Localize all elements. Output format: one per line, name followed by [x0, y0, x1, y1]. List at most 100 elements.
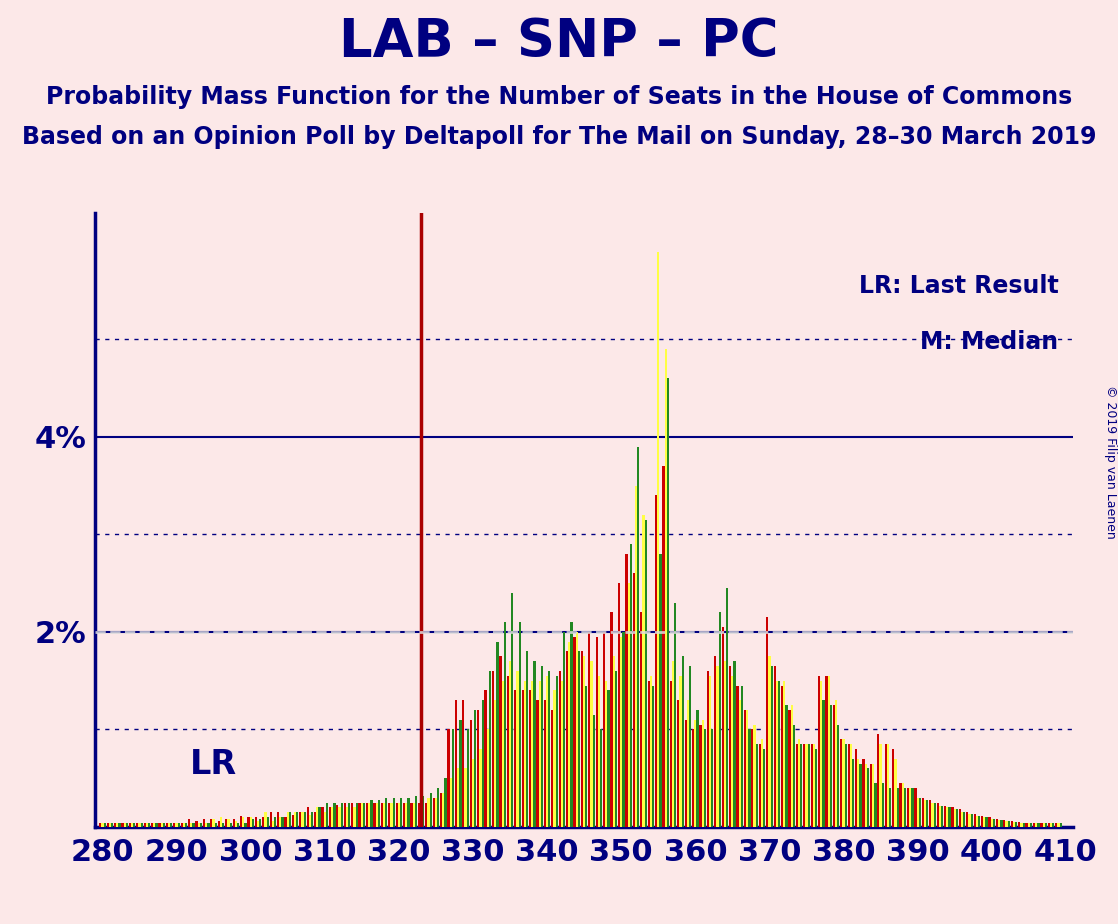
Bar — [570, 622, 572, 827]
Bar — [325, 803, 328, 827]
Bar — [866, 769, 869, 827]
Bar — [420, 803, 423, 827]
Bar — [585, 686, 587, 827]
Bar — [210, 820, 212, 827]
Bar — [413, 803, 415, 827]
Bar — [1023, 823, 1025, 827]
Bar — [615, 671, 617, 827]
Bar — [225, 820, 227, 827]
Bar — [864, 763, 866, 827]
Bar — [825, 675, 827, 827]
Bar — [314, 812, 316, 827]
Bar — [902, 784, 904, 827]
Bar — [1038, 823, 1040, 827]
Bar — [1015, 822, 1017, 827]
Bar — [205, 823, 207, 827]
Bar — [300, 812, 302, 827]
Bar — [593, 715, 595, 827]
Bar — [1058, 823, 1060, 827]
Bar — [143, 823, 145, 827]
Bar — [170, 823, 172, 827]
Bar — [511, 593, 513, 827]
Bar — [961, 812, 964, 827]
Bar — [280, 817, 282, 827]
Bar — [415, 796, 417, 827]
Bar — [1042, 823, 1044, 827]
Bar — [392, 797, 395, 827]
Bar — [274, 817, 276, 827]
Bar — [818, 675, 821, 827]
Bar — [218, 821, 220, 827]
Bar — [917, 797, 919, 827]
Bar — [237, 823, 239, 827]
Bar — [466, 729, 468, 827]
Bar — [956, 809, 958, 827]
Bar — [588, 632, 590, 827]
Bar — [874, 784, 877, 827]
Bar — [504, 622, 506, 827]
Bar — [581, 651, 584, 827]
Bar — [459, 720, 462, 827]
Bar — [402, 803, 405, 827]
Bar — [282, 817, 284, 827]
Bar — [531, 681, 533, 827]
Bar — [625, 553, 627, 827]
Text: Probability Mass Function for the Number of Seats in the House of Commons: Probability Mass Function for the Number… — [46, 85, 1072, 109]
Bar — [650, 675, 652, 827]
Bar — [741, 686, 743, 827]
Bar — [102, 823, 104, 827]
Bar — [264, 812, 266, 827]
Bar — [388, 803, 390, 827]
Bar — [222, 823, 225, 827]
Bar — [1060, 823, 1062, 827]
Bar — [188, 820, 190, 827]
Bar — [815, 749, 817, 827]
Bar — [386, 797, 388, 827]
Bar — [343, 803, 345, 827]
Bar — [647, 681, 650, 827]
Bar — [543, 700, 546, 827]
Bar — [563, 632, 566, 827]
Bar — [119, 823, 121, 827]
Bar — [878, 735, 880, 827]
Bar — [618, 583, 620, 827]
Bar — [398, 803, 400, 827]
Bar — [151, 823, 153, 827]
Bar — [302, 812, 304, 827]
Bar — [496, 641, 499, 827]
Bar — [805, 744, 807, 827]
Bar — [407, 797, 409, 827]
Bar — [141, 823, 143, 827]
Bar — [190, 823, 192, 827]
Bar — [443, 793, 445, 827]
Bar — [111, 823, 113, 827]
Bar — [860, 763, 862, 827]
Bar — [904, 788, 907, 827]
Bar — [319, 808, 321, 827]
Bar — [748, 729, 750, 827]
Bar — [517, 671, 519, 827]
Bar — [929, 799, 931, 827]
Bar — [452, 729, 454, 827]
Bar — [163, 823, 165, 827]
Bar — [951, 808, 954, 827]
Bar — [331, 808, 333, 827]
Bar — [764, 749, 766, 827]
Bar — [129, 823, 131, 827]
Bar — [941, 806, 944, 827]
Bar — [405, 803, 407, 827]
Bar — [584, 656, 585, 827]
Bar — [148, 823, 150, 827]
Bar — [272, 821, 274, 827]
Bar — [482, 700, 484, 827]
Bar — [931, 803, 934, 827]
Bar — [433, 797, 435, 827]
Bar — [1005, 821, 1007, 827]
Bar — [959, 809, 961, 827]
Bar — [768, 656, 770, 827]
Bar — [761, 739, 764, 827]
Bar — [345, 808, 348, 827]
Bar — [437, 788, 439, 827]
Bar — [122, 823, 124, 827]
Bar — [855, 749, 858, 827]
